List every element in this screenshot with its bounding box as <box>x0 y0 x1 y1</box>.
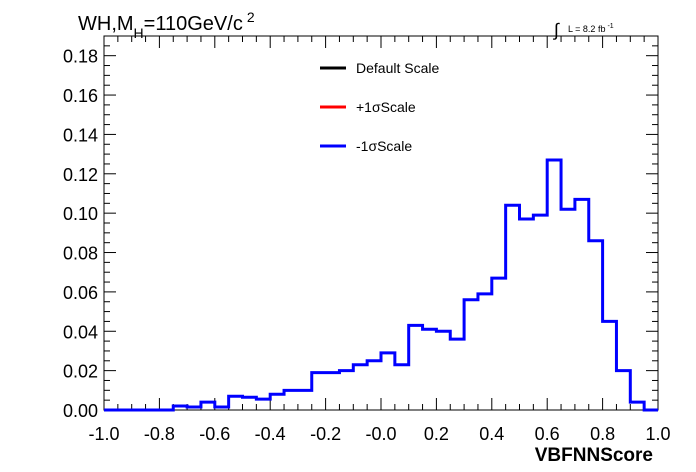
lumi-integral-symbol: ∫ <box>552 20 560 40</box>
lumi-label-sup: -1 <box>607 23 613 30</box>
y-axis: 0.00 0.02 0.04 0.06 0.08 0.10 0.12 0.14 0.16 0.18 <box>63 35 658 421</box>
legend-label-default: Default Scale <box>356 60 439 76</box>
y-tick-label: 0.16 <box>63 86 98 106</box>
x-tick-label: 1.0 <box>645 424 670 444</box>
legend: Default Scale +1σScale -1σScale <box>320 60 439 154</box>
process-label: WH,MH=110GeV/c 2 <box>78 9 255 41</box>
series-group <box>104 158 658 412</box>
x-tick-label: -0.0 <box>365 424 396 444</box>
y-tick-label: 0.14 <box>63 125 98 145</box>
x-tick-label: -1.0 <box>88 424 119 444</box>
x-axis: -1.0 -0.8 -0.6 -0.4 -0.2 -0.0 0.2 0.4 0.6 0.8 1.0 <box>88 36 671 444</box>
x-tick-label: 0.6 <box>535 424 560 444</box>
x-tick-label: -0.8 <box>144 424 175 444</box>
process-label-rest: =110GeV/c <box>144 13 243 35</box>
process-label-main: WH,M <box>78 13 134 35</box>
legend-label-minus1sigma: -1σScale <box>356 138 412 154</box>
lumi-label: L = 8.2 fb -1 <box>568 23 614 34</box>
process-label-sup: 2 <box>247 9 255 25</box>
y-tick-label: 0.06 <box>63 283 98 303</box>
x-tick-label: 0.2 <box>424 424 449 444</box>
x-tick-label: -0.4 <box>255 424 286 444</box>
process-label-sub: H <box>134 25 144 41</box>
y-tick-label: 0.18 <box>63 47 98 67</box>
y-tick-label: 0.08 <box>63 244 98 264</box>
x-tick-label: 0.8 <box>590 424 615 444</box>
y-tick-label: 0.02 <box>63 362 98 382</box>
series-line-minus1sigma <box>104 158 658 412</box>
legend-label-plus1sigma: +1σScale <box>356 99 416 115</box>
x-tick-label: -0.2 <box>310 424 341 444</box>
y-tick-label: 0.10 <box>63 204 98 224</box>
y-tick-label: 0.00 <box>63 401 98 421</box>
x-axis-title: VBFNNScore <box>535 445 653 466</box>
x-tick-label: 0.4 <box>479 424 504 444</box>
y-tick-label: 0.04 <box>63 322 98 342</box>
x-tick-label: -0.6 <box>199 424 230 444</box>
y-tick-label: 0.12 <box>63 165 98 185</box>
lumi-label-text: L = 8.2 fb <box>568 24 605 34</box>
